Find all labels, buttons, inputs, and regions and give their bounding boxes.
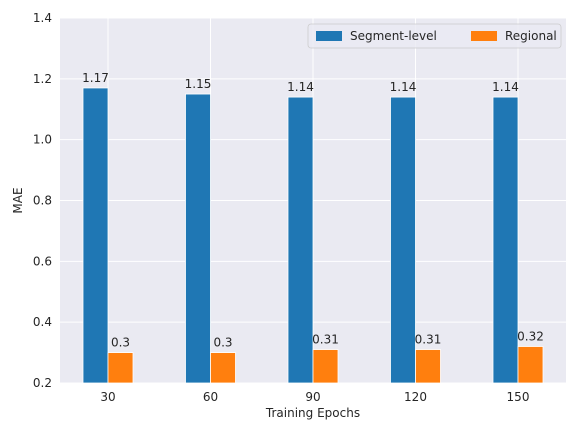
bar-segment-level — [492, 96, 519, 384]
x-tick-label: 150 — [507, 390, 530, 404]
bar-regional — [312, 349, 339, 384]
bar-regional — [517, 346, 544, 384]
x-tick-label: 90 — [305, 390, 320, 404]
bar-value-label: 0.32 — [517, 330, 544, 344]
legend-label-regional: Regional — [505, 29, 557, 43]
bar-segment-level — [185, 93, 211, 384]
y-tick-label: 0.6 — [33, 254, 52, 268]
legend-frame — [307, 23, 562, 49]
x-tick-label: 30 — [100, 390, 115, 404]
legend-swatch-segment-level — [316, 31, 342, 41]
bar-value-label: 0.3 — [213, 336, 232, 350]
bar-value-label: 1.15 — [185, 77, 212, 91]
bar-value-label: 1.14 — [287, 80, 314, 94]
legend: Segment-level Regional — [307, 23, 562, 49]
y-tick-label: 1.4 — [33, 11, 52, 25]
x-axis-ticks: 30 60 90 120 150 — [100, 390, 529, 404]
legend-swatch-regional — [471, 31, 497, 41]
legend-label-segment-level: Segment-level — [350, 29, 437, 43]
bar-regional — [210, 352, 236, 384]
data-labels: 1.17 1.15 1.14 1.14 1.14 0.3 0.3 0.31 0.31 0.32 — [82, 71, 544, 350]
bar-regional — [107, 352, 134, 384]
y-tick-label: 0.4 — [33, 315, 52, 329]
bar-value-label: 0.3 — [111, 336, 130, 350]
y-tick-label: 1.0 — [33, 133, 52, 147]
x-tick-label: 120 — [404, 390, 427, 404]
bar-segment-level — [82, 87, 109, 384]
y-tick-label: 0.2 — [33, 376, 52, 390]
bar-value-label: 0.31 — [415, 333, 442, 347]
bar-value-label: 1.14 — [390, 80, 417, 94]
y-axis-ticks: 0.2 0.4 0.6 0.8 1.0 1.2 1.4 — [33, 11, 52, 390]
y-axis-label: MAE — [11, 187, 25, 213]
bars — [82, 87, 544, 384]
x-tick-label: 60 — [203, 390, 218, 404]
bar-segment-level — [390, 96, 416, 384]
x-axis-label: Training Epochs — [265, 406, 360, 420]
bar-value-label: 1.17 — [82, 71, 109, 85]
bar-value-label: 0.31 — [312, 333, 339, 347]
y-tick-label: 1.2 — [33, 72, 52, 86]
bar-segment-level — [287, 96, 314, 384]
bar-regional — [415, 349, 441, 384]
bar-value-label: 1.14 — [492, 80, 519, 94]
y-tick-label: 0.8 — [33, 194, 52, 208]
